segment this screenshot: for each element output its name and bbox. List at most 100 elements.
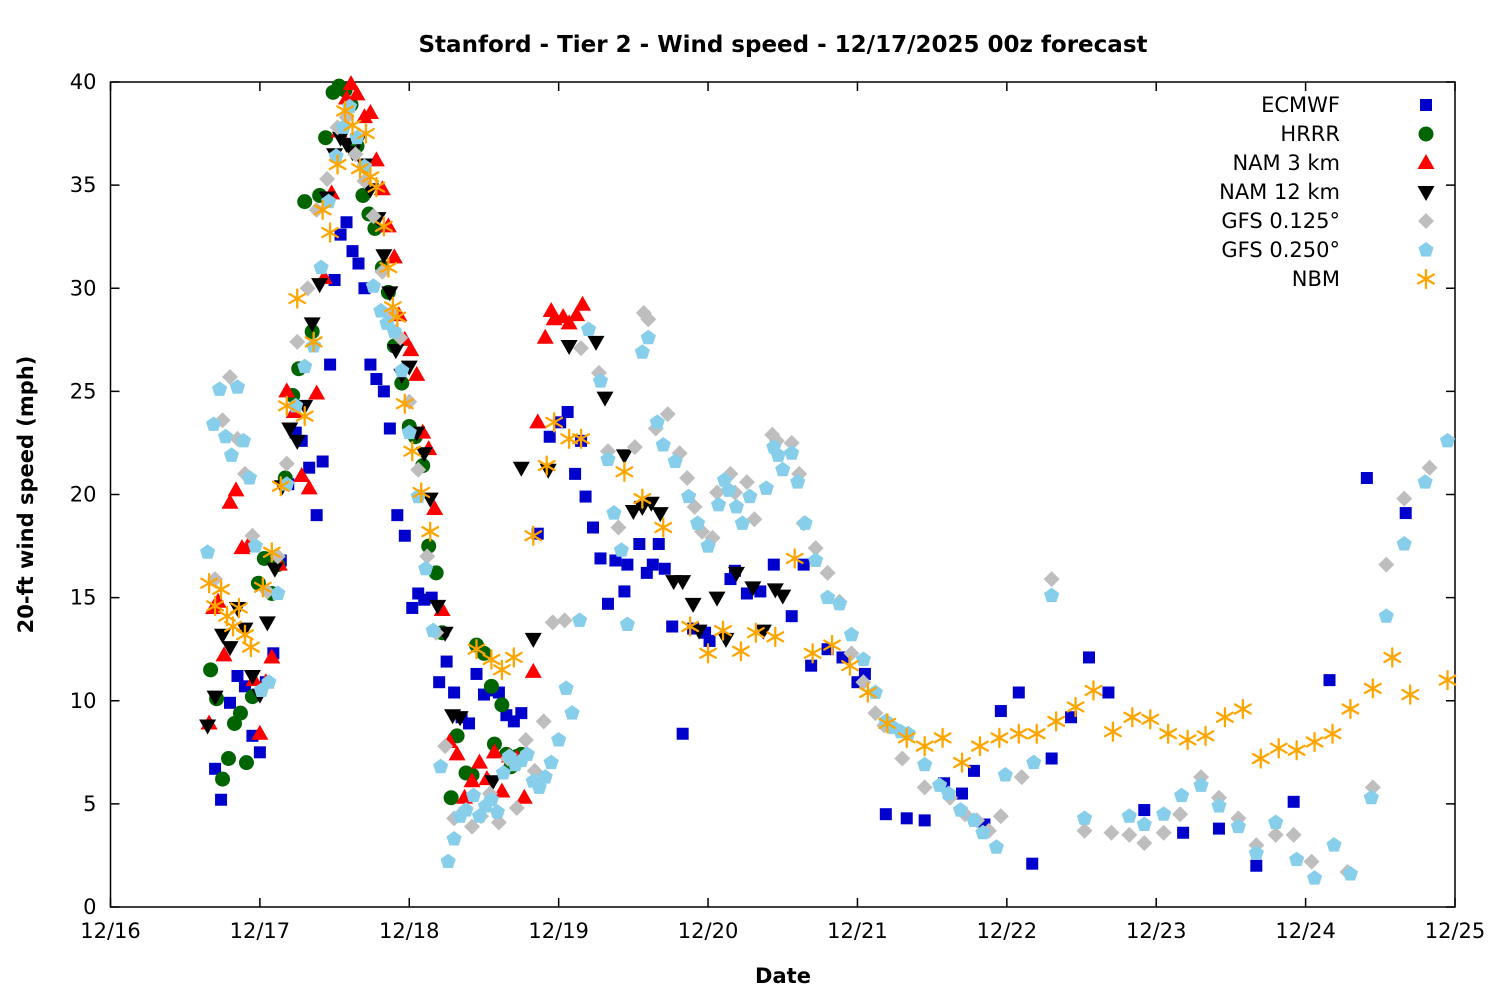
triangle-down-marker [744,581,762,597]
asterisk-marker [241,636,260,658]
legend-label: NAM 12 km [1219,180,1340,204]
square-marker [805,659,818,672]
pentagon-marker [211,381,228,396]
axis-ticks: 12/16 12/17 12/18 12/19 12/20 12/21 12/22 12/23… [70,70,1486,943]
pentagon-marker [634,344,650,359]
asterisk-marker [1084,680,1103,701]
pentagon-marker [758,480,774,495]
square-marker [994,705,1007,718]
pentagon-marker [843,626,860,642]
circle-marker [483,678,499,694]
asterisk-marker [731,641,750,662]
asterisk-marker [1363,678,1382,699]
triangle-down-marker [727,566,745,582]
asterisk-marker [560,428,579,449]
diamond-marker [1103,824,1120,841]
square-marker [507,715,520,728]
square-marker [440,655,453,668]
diamond-marker [535,713,552,730]
legend-item-nbm: NBM [1292,267,1435,291]
diamond-marker [1421,459,1438,476]
legend-label: GFS 0.250° [1221,238,1340,262]
pentagon-marker [728,498,745,514]
diamond-marker [1043,571,1060,588]
triangle-down-marker [415,447,433,463]
asterisk-marker [699,643,718,664]
asterisk-marker [841,655,859,676]
asterisk-marker [1027,723,1046,744]
pentagon-marker [855,651,872,666]
triangle-up-marker [278,382,296,398]
circle-marker [449,728,465,744]
asterisk-marker [1287,740,1306,761]
chart-title: Stanford - Tier 2 - Wind speed - 12/17/2… [418,32,1147,58]
square-marker [676,727,689,740]
asterisk-marker [1047,711,1066,732]
triangle-down-marker [400,360,418,376]
asterisk-marker [714,620,732,641]
circle-marker [215,771,231,787]
pentagon-marker [495,764,511,780]
asterisk-marker [746,622,765,643]
diamond-marker [867,705,884,722]
asterisk-marker [230,597,248,619]
triangle-up-marker [402,341,420,357]
square-marker [253,746,266,759]
diamond-marker [738,474,755,491]
asterisk-marker [328,154,347,175]
triangle-down-marker [560,340,578,355]
square-marker [1250,859,1263,872]
triangle-down-marker [338,137,356,153]
asterisk-marker [1141,709,1160,730]
asterisk-marker [304,331,323,353]
pentagon-marker [1121,808,1137,823]
pentagon-marker [966,812,982,827]
pentagon-marker [681,488,697,504]
diamond-marker [916,779,933,796]
triangle-down-marker [708,591,726,607]
pentagon-marker [519,746,535,761]
square-marker [391,509,404,522]
x-tick-label: 12/22 [977,919,1038,943]
asterisk-marker [379,257,398,278]
series-nbm [200,100,1457,773]
diamond-marker [278,455,295,472]
square-marker [316,455,329,468]
square-marker [364,358,377,371]
triangle-down-marker [375,249,393,265]
asterisk-marker [1383,647,1402,668]
triangle-up-marker [536,328,554,344]
pentagon-marker [489,804,506,819]
square-marker [601,597,614,610]
triangle-up-marker [293,466,311,482]
triangle-up-marker [263,648,281,664]
triangle-down-marker [311,278,329,294]
pentagon-marker [223,447,240,462]
pentagon-marker [313,259,329,275]
asterisk-marker [933,727,952,749]
pentagon-marker [321,193,337,209]
y-tick-label: 35 [70,173,97,197]
triangle-down-marker [754,624,772,640]
diamond-marker [508,800,525,816]
square-marker [377,385,390,398]
pentagon-marker [379,315,395,330]
asterisk-marker [253,577,272,598]
pentagon-marker [932,777,948,792]
asterisk-marker [1196,725,1215,746]
asterisk-marker [206,595,225,617]
diamond-marker [573,340,590,357]
triangle-up-marker [463,772,481,788]
diamond-marker [319,170,336,187]
square-marker [767,558,780,571]
diamond-marker [1285,826,1302,843]
square-marker [448,686,461,699]
square-marker [646,558,659,571]
pentagon-marker [1342,866,1359,881]
pentagon-marker [229,379,246,394]
asterisk-marker [1178,729,1197,751]
square-marker [652,538,665,550]
square-marker [967,764,980,777]
x-tick-label: 12/19 [528,919,589,943]
square-marker [303,461,316,474]
